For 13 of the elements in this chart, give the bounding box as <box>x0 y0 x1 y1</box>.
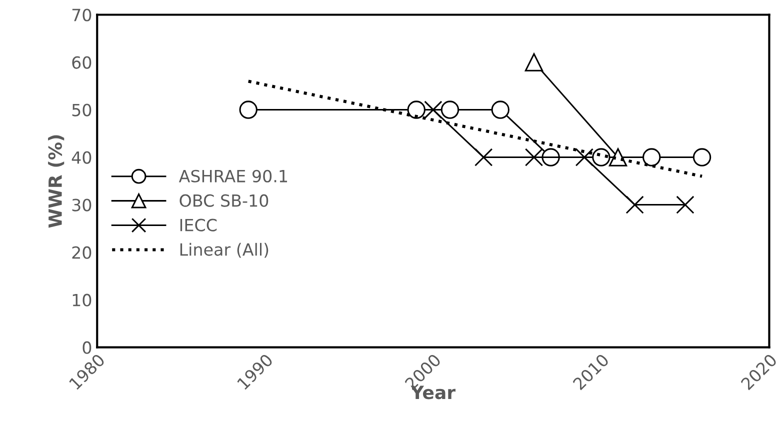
y-tick-label: 30 <box>72 198 92 212</box>
y-tick-label: 10 <box>72 294 92 306</box>
y-tick-label: 60 <box>72 56 92 69</box>
y-tick-label: 20 <box>72 246 92 259</box>
y-tick-label: 0 <box>82 341 92 354</box>
legend-label: OBC SB-10 <box>180 194 268 207</box>
y-axis-title: WWR (%) <box>48 135 64 228</box>
y-tick-label: 50 <box>72 104 92 116</box>
y-tick-label: 70 <box>72 8 92 22</box>
legend-label: IECC <box>180 218 217 232</box>
y-tick-label: 40 <box>72 151 92 164</box>
legend-label: ASHRAE 90.1 <box>178 170 288 182</box>
legend-label: Linear (All) <box>180 242 268 258</box>
